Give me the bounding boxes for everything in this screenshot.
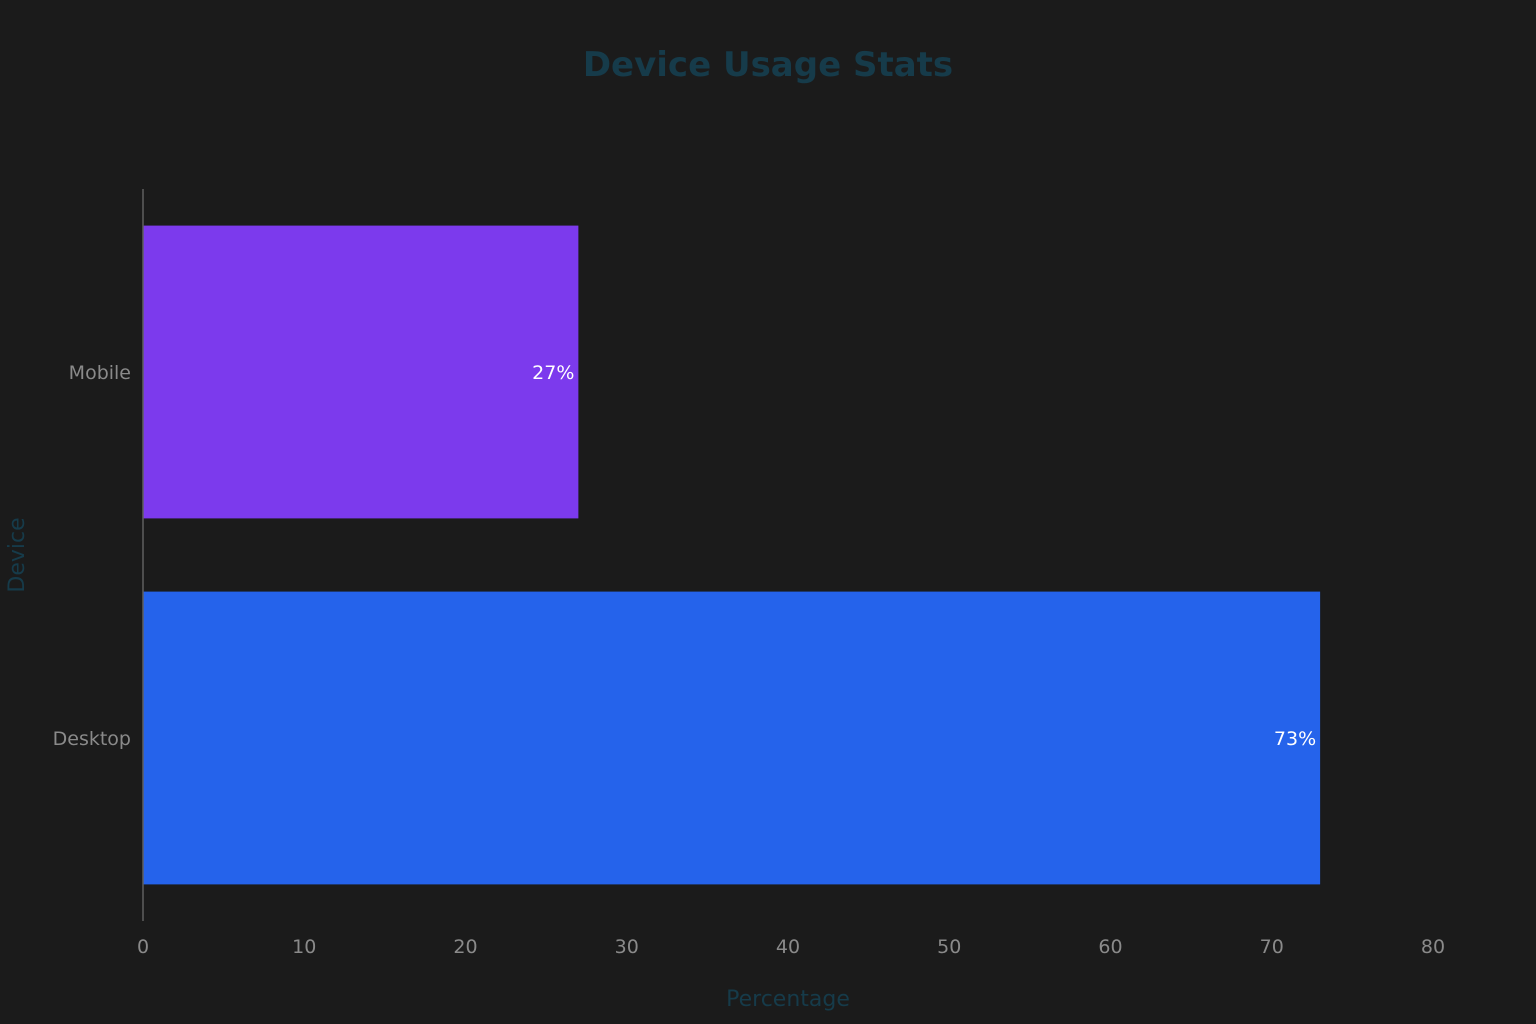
data-label-mobile: 27% <box>532 362 574 384</box>
bars-group <box>143 225 1321 885</box>
x-axis-title: Percentage <box>726 987 850 1012</box>
x-tick-label-50: 50 <box>937 936 961 958</box>
chart-title: Device Usage Stats <box>583 45 953 85</box>
x-tick-label-80: 80 <box>1421 936 1445 958</box>
x-tick-label-40: 40 <box>776 936 800 958</box>
bar-desktop <box>143 591 1321 885</box>
x-tick-label-0: 0 <box>137 936 149 958</box>
bar-mobile <box>143 225 579 519</box>
data-labels: 27% 73% <box>532 362 1316 750</box>
y-tick-labels: Mobile Desktop <box>53 362 131 750</box>
x-tick-label-10: 10 <box>292 936 316 958</box>
data-label-desktop: 73% <box>1274 728 1316 750</box>
x-tick-label-30: 30 <box>615 936 639 958</box>
x-tick-labels: 0 10 20 30 40 50 60 70 80 <box>137 936 1445 958</box>
x-tick-label-70: 70 <box>1260 936 1284 958</box>
x-tick-label-60: 60 <box>1098 936 1122 958</box>
y-tick-label-mobile: Mobile <box>69 362 131 384</box>
y-axis-title: Device <box>5 517 30 592</box>
y-tick-label-desktop: Desktop <box>53 728 131 750</box>
x-tick-label-20: 20 <box>453 936 477 958</box>
